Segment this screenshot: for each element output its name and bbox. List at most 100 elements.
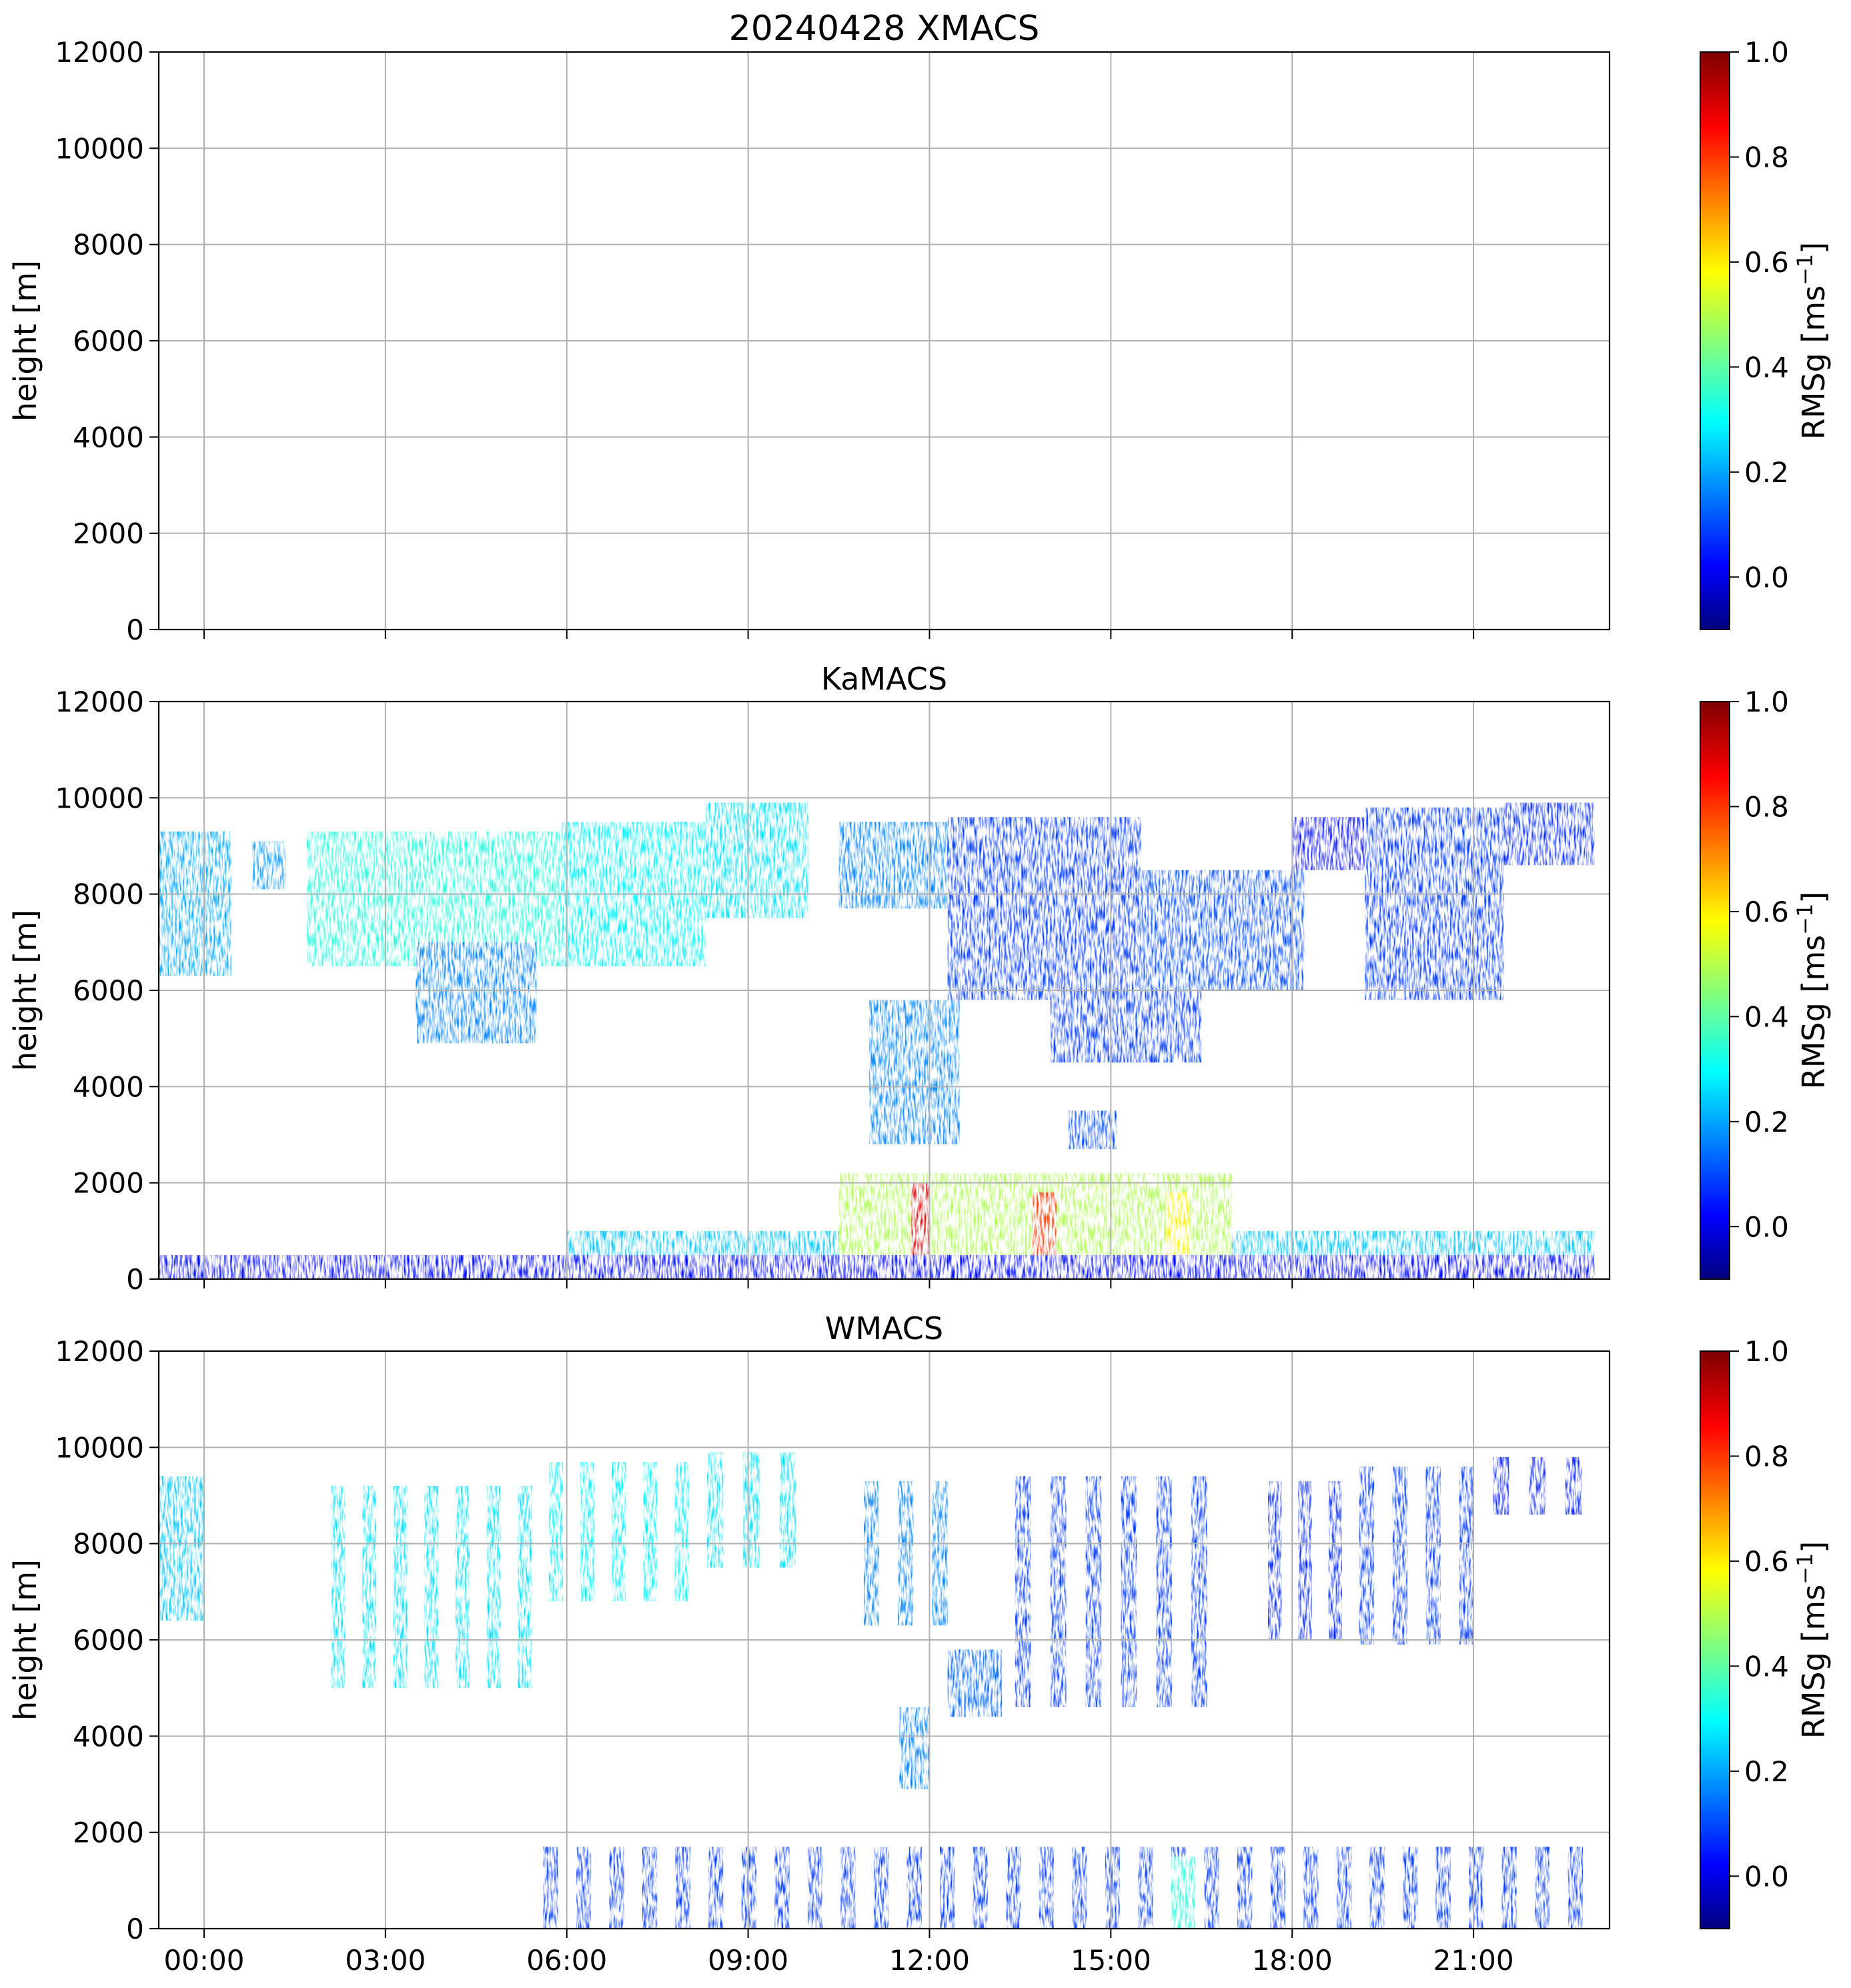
echo-region — [159, 1476, 204, 1621]
echo-strip — [898, 1480, 914, 1626]
colorbar-label-end: ] — [1796, 242, 1832, 254]
echo-strip — [1072, 1847, 1087, 1929]
colorbar-label-text: RMSg [ms — [1796, 935, 1832, 1089]
colorbar-label: RMSg [ms−1] — [1792, 242, 1832, 440]
echo-strip — [743, 1452, 760, 1568]
x-tick-label: 18:00 — [1252, 1944, 1333, 1977]
echo-strip — [1138, 1847, 1153, 1929]
echo-strip — [1237, 1847, 1253, 1929]
x-tick-label: 03:00 — [345, 1944, 426, 1977]
y-tick-label: 2000 — [73, 518, 144, 550]
echo-strip — [863, 1480, 880, 1626]
x-tick-label: 06:00 — [526, 1944, 607, 1977]
colorbar-label-end: ] — [1796, 892, 1832, 904]
echo-strip — [1336, 1847, 1352, 1929]
y-tick-label: 12000 — [55, 686, 144, 718]
x-tick-label: 15:00 — [1071, 1944, 1151, 1977]
colorbar-tick-label: 0.2 — [1744, 456, 1789, 489]
echo-strip — [1191, 1476, 1207, 1708]
echo-region — [1503, 802, 1595, 866]
y-tick-label: 4000 — [73, 1720, 144, 1753]
echo-region — [1068, 1110, 1117, 1150]
echo-strip — [1050, 1476, 1067, 1708]
echo-strip — [1085, 1476, 1102, 1708]
echo-strip — [548, 1461, 564, 1602]
echo-region — [159, 1254, 1595, 1279]
y-tick-label: 6000 — [73, 974, 144, 1007]
y-tick-label: 2000 — [73, 1167, 144, 1200]
colorbar-tick-label: 0.6 — [1744, 1545, 1789, 1578]
echo-strip — [1039, 1847, 1055, 1929]
echo-strip — [609, 1847, 624, 1929]
echo-strip — [1156, 1476, 1173, 1708]
colorbar-tick-label: 0.0 — [1744, 1210, 1789, 1243]
echo-strip — [393, 1486, 408, 1689]
echo-strip — [906, 1847, 922, 1929]
echo-region — [416, 942, 537, 1044]
echo-strip — [1105, 1847, 1121, 1929]
echo-strip — [932, 1480, 948, 1626]
y-axis-label: height [m] — [7, 910, 43, 1071]
echo-strip — [1006, 1847, 1021, 1929]
colorbar-label-sup: −1 — [1792, 1553, 1818, 1585]
colorbar-label: RMSg [ms−1] — [1792, 892, 1832, 1090]
echo-strip — [580, 1461, 595, 1602]
echo-strip — [1270, 1847, 1285, 1929]
y-tick-label: 8000 — [73, 878, 144, 911]
colorbar-label-sup: −1 — [1792, 254, 1818, 285]
echo-strip — [1298, 1480, 1312, 1640]
colorbar-tick-label: 0.4 — [1744, 351, 1789, 383]
colorbar-tick-label: 0.4 — [1744, 1650, 1789, 1683]
y-tick-label: 0 — [126, 614, 144, 646]
y-tick-label: 2000 — [73, 1817, 144, 1849]
echo-strip — [1121, 1476, 1137, 1708]
y-axis-label: height [m] — [7, 260, 43, 421]
colorbar-tick-label: 1.0 — [1744, 36, 1789, 69]
echo-strip — [486, 1486, 501, 1689]
panel-title: KaMACS — [821, 661, 947, 697]
colorbar-tick-label: 1.0 — [1744, 686, 1789, 718]
echo-strip — [1328, 1480, 1342, 1640]
x-tick-label: 12:00 — [889, 1944, 970, 1977]
y-tick-label: 6000 — [73, 325, 144, 357]
echo-strip — [708, 1847, 724, 1929]
echo-strip — [840, 1847, 856, 1929]
echo-region — [1141, 870, 1305, 990]
echo-strip — [973, 1847, 988, 1929]
echo-strip — [1425, 1466, 1441, 1645]
y-tick-label: 10000 — [55, 1431, 144, 1464]
echo-strip — [741, 1847, 756, 1929]
echo-region — [899, 1707, 930, 1789]
panel-1: 0 2000 4000 6000 8000 10000 12000 20240428 XMAC… — [7, 9, 1832, 646]
x-tick-label: 00:00 — [163, 1944, 244, 1977]
radar-echoes — [159, 1452, 1583, 1929]
echo-strip — [1469, 1847, 1484, 1929]
colorbar-label-text: RMSg [ms — [1796, 285, 1832, 439]
echo-strip — [940, 1847, 955, 1929]
echo-strip — [1459, 1466, 1474, 1645]
colorbar-label-sup: −1 — [1792, 904, 1818, 935]
colorbar-tick-label: 0.2 — [1744, 1106, 1789, 1138]
colorbar — [1700, 51, 1730, 630]
y-tick-label: 4000 — [73, 421, 144, 453]
echo-strip — [1535, 1847, 1550, 1929]
y-tick-label: 8000 — [73, 1528, 144, 1561]
colorbar-tick-label: 1.0 — [1744, 1335, 1789, 1368]
colorbar-tick-label: 0.8 — [1744, 1440, 1789, 1472]
echo-strip — [779, 1452, 796, 1568]
colorbar-label-text: RMSg [ms — [1796, 1585, 1832, 1739]
echo-strip — [1392, 1466, 1408, 1645]
echo-region — [706, 802, 809, 918]
echo-strip — [1402, 1847, 1418, 1929]
echo-region — [1171, 1856, 1196, 1929]
echo-strip — [1267, 1480, 1282, 1640]
panel-3: 0 2000 4000 6000 8000 10000 12000 00:00 03:00 06:… — [7, 1310, 1832, 1977]
y-tick-label: 4000 — [73, 1070, 144, 1103]
colorbar-tick-label: 0.0 — [1744, 1860, 1789, 1893]
radar-echoes — [159, 802, 1595, 1279]
echo-strip — [642, 1847, 658, 1929]
echo-strip — [774, 1847, 790, 1929]
panel-title: WMACS — [825, 1310, 943, 1346]
x-tick-label: 09:00 — [708, 1944, 788, 1977]
colorbar-tick-label: 0.8 — [1744, 141, 1789, 173]
